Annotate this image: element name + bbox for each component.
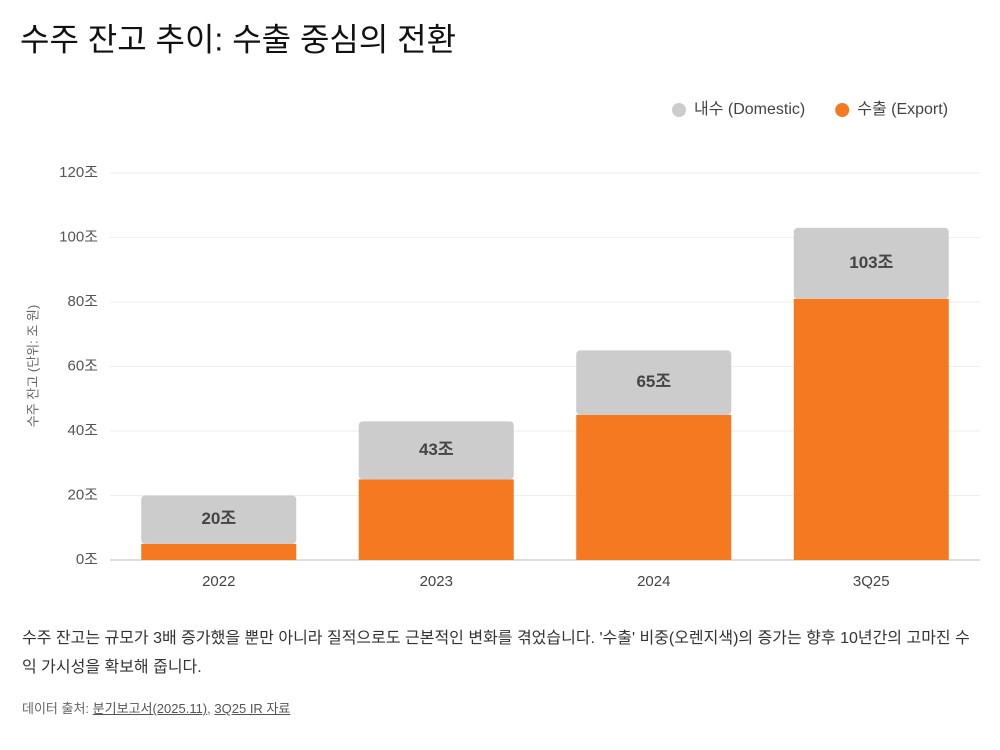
x-tick-label: 2024 — [637, 573, 670, 590]
total-label: 103조 — [849, 253, 893, 272]
total-label: 20조 — [201, 509, 236, 528]
x-tick-label: 3Q25 — [853, 573, 890, 590]
y-axis-label: 수주 잔고 (단위: 조 원) — [25, 305, 40, 427]
bar-segment — [358, 479, 514, 560]
legend-label: 내수 (Domestic) — [694, 100, 805, 118]
y-tick-label: 0조 — [76, 551, 98, 568]
bar-segment — [141, 543, 297, 560]
chart: 수주 잔고 추이: 수출 중심의 전환 수주 잔고 (단위: 조 원) 0조 20… — [20, 21, 980, 590]
y-tick-label: 60조 — [68, 357, 99, 374]
legend-marker — [672, 103, 686, 117]
x-tick-label: 2023 — [420, 573, 453, 590]
separator: , — [207, 701, 211, 716]
x-tick-label: 2022 — [202, 573, 235, 590]
y-tick-label: 20조 — [68, 486, 99, 503]
source-link[interactable]: 분기보고서(2025.11) — [92, 701, 208, 716]
bar-segment — [793, 227, 949, 299]
y-tick-label: 40조 — [68, 422, 99, 439]
legend-label: 수출 (Export) — [857, 100, 948, 118]
y-tick-label: 100조 — [59, 228, 98, 245]
y-tick-label: 80조 — [68, 293, 99, 310]
bar-segment — [576, 350, 732, 415]
bar-segment — [793, 298, 949, 560]
legend-marker — [835, 103, 850, 117]
description: 수주 잔고는 규모가 3배 증가했을 뿐만 아니라 질적으로도 근본적인 변화를… — [22, 630, 970, 676]
source-prefix: 데이터 출처: — [22, 701, 90, 716]
chart-title: 수주 잔고 추이: 수출 중심의 전환 — [20, 21, 456, 57]
source: 데이터 출처: 분기보고서(2025.11), 3Q25 IR 자료 — [22, 698, 290, 717]
total-label: 65조 — [636, 372, 671, 391]
total-label: 43조 — [419, 440, 454, 459]
bar-segment — [576, 414, 732, 560]
bar-segment — [358, 421, 514, 480]
bar-segment — [141, 495, 297, 544]
y-tick-label: 120조 — [59, 164, 98, 181]
source-link[interactable]: 3Q25 IR 자료 — [214, 701, 291, 716]
